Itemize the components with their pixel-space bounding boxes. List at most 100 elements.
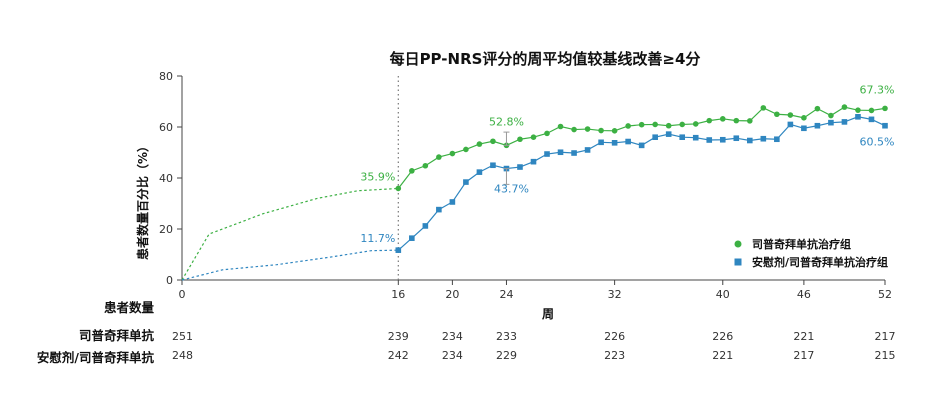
- data-point-green: [598, 127, 604, 134]
- table-cell: 248: [172, 349, 193, 362]
- data-point-green: [449, 150, 456, 157]
- data-point-green: [841, 104, 848, 110]
- error-bars: [503, 131, 510, 185]
- table-cell: 251: [172, 330, 193, 343]
- x-tick-label: 0: [179, 288, 186, 301]
- data-point-blue: [787, 121, 794, 128]
- data-point-blue: [868, 116, 875, 123]
- data-point-green: [787, 112, 794, 118]
- data-point-blue: [855, 114, 861, 120]
- data-point-blue: [517, 164, 523, 170]
- x-tick-label: 52: [878, 288, 892, 301]
- table-cell: 217: [875, 330, 896, 343]
- data-point-blue: [557, 149, 564, 156]
- data-point-blue: [706, 137, 713, 143]
- data-point-green: [733, 117, 740, 124]
- y-tick-label: 40: [159, 172, 173, 185]
- patient-count-table: 患者数量 司普奇拜单抗 安慰剂/司普奇拜单抗 251 239 234 233 226 22…: [37, 300, 896, 365]
- data-point-blue: [638, 142, 645, 149]
- x-tick-label: 24: [499, 288, 513, 301]
- data-point-blue: [841, 119, 848, 125]
- data-point-blue: [598, 139, 604, 146]
- series-markers: [395, 104, 888, 253]
- data-point-blue: [490, 162, 496, 169]
- chart-title: 每日PP-NRS评分的周平均值较基线改善≥4分: [390, 50, 701, 68]
- legend-entry-sipuqi: 司普奇拜单抗治疗组: [752, 237, 851, 251]
- x-tick-label: 40: [716, 288, 730, 301]
- data-point-blue: [828, 119, 834, 126]
- series-line-1: [397, 116, 886, 251]
- data-labels: 35.9% 11.7% 52.8% 43.7% 67.3% 60.5%: [360, 83, 894, 245]
- data-point-blue: [530, 158, 537, 165]
- data-point-green: [882, 105, 888, 112]
- data-label: 60.5%: [860, 136, 895, 149]
- table-cell: 226: [712, 330, 733, 343]
- series-lines: [397, 106, 886, 251]
- data-point-green: [517, 136, 523, 143]
- table-cell: 234: [442, 330, 463, 343]
- y-axis-label: 患者数量百分比（%）: [135, 140, 150, 260]
- data-point-blue: [571, 150, 577, 156]
- data-point-green: [760, 105, 767, 111]
- early-dashed-line-1: [181, 249, 399, 281]
- x-axis-label: 周: [542, 307, 554, 321]
- table-cell: 229: [496, 349, 517, 362]
- table-cell: 223: [604, 349, 625, 362]
- data-point-blue: [422, 223, 429, 229]
- data-label: 35.9%: [360, 170, 395, 183]
- early-dashed-lines: [181, 187, 399, 281]
- legend-entry-placebo: 安慰剂/司普奇拜单抗治疗组: [752, 255, 888, 269]
- table-cell: 233: [496, 330, 517, 343]
- data-point-green: [868, 107, 875, 114]
- data-label: 11.7%: [360, 232, 395, 245]
- table-cell: 221: [712, 349, 733, 362]
- data-point-blue: [747, 137, 753, 144]
- data-point-blue: [584, 147, 591, 153]
- data-point-green: [463, 146, 469, 153]
- data-point-green: [476, 141, 483, 147]
- data-label: 52.8%: [489, 115, 524, 128]
- data-point-green: [665, 122, 672, 129]
- data-point-blue: [814, 122, 821, 129]
- data-point-blue: [463, 179, 469, 185]
- data-point-green: [395, 185, 402, 192]
- data-point-green: [584, 126, 591, 132]
- legend-marker-green: [734, 240, 742, 248]
- data-point-green: [557, 123, 564, 130]
- data-point-blue: [882, 122, 888, 129]
- table-cell: 226: [604, 330, 625, 343]
- data-point-blue: [409, 235, 415, 241]
- data-point-green: [652, 121, 658, 128]
- data-point-blue: [395, 247, 402, 253]
- table-header: 患者数量: [104, 300, 155, 315]
- table-cell: 234: [442, 349, 463, 362]
- data-point-blue: [436, 206, 442, 213]
- data-point-blue: [801, 125, 807, 132]
- x-tick-label: 46: [797, 288, 811, 301]
- table-row-label-sipuqi: 司普奇拜单抗: [79, 328, 155, 343]
- table-cell: 217: [793, 349, 814, 362]
- data-point-green: [638, 121, 645, 128]
- table-cell: 239: [388, 330, 409, 343]
- data-point-blue: [476, 169, 483, 175]
- data-point-green: [774, 111, 780, 118]
- data-point-green: [544, 130, 550, 137]
- data-point-green: [530, 134, 537, 140]
- data-point-green: [490, 138, 496, 145]
- data-point-green: [571, 126, 577, 133]
- y-tick-label: 80: [159, 70, 173, 83]
- data-point-blue: [544, 151, 550, 157]
- table-row-label-placebo: 安慰剂/司普奇拜单抗: [37, 350, 155, 365]
- table-cell: 221: [793, 330, 814, 343]
- axes: 0 20 40 60 80 0 16 20 24 32 40 46 52: [159, 70, 892, 301]
- data-point-green: [625, 123, 631, 129]
- x-tick-label: 32: [608, 288, 622, 301]
- early-dashed-line-0: [181, 187, 399, 281]
- data-point-blue: [719, 136, 726, 143]
- data-point-blue: [652, 134, 658, 140]
- data-point-blue: [760, 135, 767, 142]
- table-cell: 242: [388, 349, 409, 362]
- data-point-green: [422, 162, 429, 169]
- data-point-blue: [665, 131, 672, 137]
